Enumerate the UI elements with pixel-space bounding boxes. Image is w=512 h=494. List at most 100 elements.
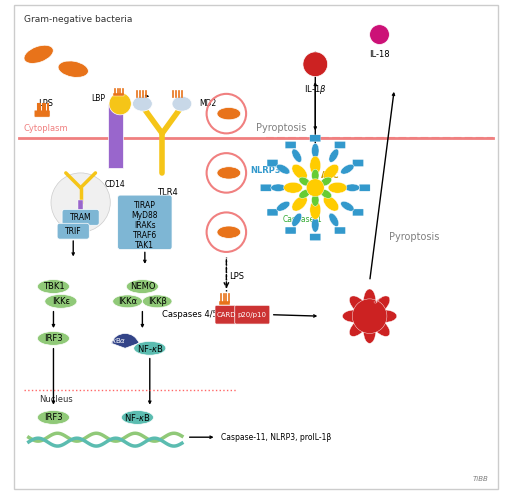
Text: TBK1: TBK1 <box>42 282 65 291</box>
FancyBboxPatch shape <box>267 209 278 216</box>
Ellipse shape <box>340 165 354 174</box>
Circle shape <box>306 179 324 197</box>
Ellipse shape <box>37 411 70 424</box>
Ellipse shape <box>292 213 302 226</box>
Text: TRAF6: TRAF6 <box>133 231 157 240</box>
Bar <box>113 93 123 96</box>
Text: IKKβ: IKKβ <box>148 297 166 306</box>
Ellipse shape <box>126 280 158 293</box>
Text: IL-18: IL-18 <box>369 50 390 59</box>
Ellipse shape <box>329 149 339 163</box>
FancyBboxPatch shape <box>285 227 296 234</box>
Text: NLRP3: NLRP3 <box>250 166 281 175</box>
FancyBboxPatch shape <box>285 141 296 148</box>
Bar <box>220 301 230 305</box>
Ellipse shape <box>364 289 376 314</box>
Ellipse shape <box>217 166 241 179</box>
Ellipse shape <box>172 96 192 111</box>
Ellipse shape <box>364 319 376 343</box>
Ellipse shape <box>343 310 367 323</box>
Ellipse shape <box>310 156 321 175</box>
Ellipse shape <box>58 61 89 78</box>
Text: Caspase-1: Caspase-1 <box>283 215 323 224</box>
Text: TIRAP: TIRAP <box>134 201 156 210</box>
Ellipse shape <box>284 182 303 193</box>
Ellipse shape <box>142 295 172 308</box>
Circle shape <box>303 52 328 77</box>
Ellipse shape <box>345 184 360 192</box>
FancyBboxPatch shape <box>235 305 270 324</box>
Text: IKKε: IKKε <box>52 297 70 306</box>
Ellipse shape <box>276 202 290 211</box>
Ellipse shape <box>321 189 332 199</box>
Ellipse shape <box>299 189 310 199</box>
Text: TiBB: TiBB <box>473 476 488 482</box>
Ellipse shape <box>324 165 338 180</box>
FancyBboxPatch shape <box>310 135 321 142</box>
FancyBboxPatch shape <box>353 160 364 166</box>
Ellipse shape <box>312 194 319 206</box>
Text: IKKα: IKKα <box>118 297 137 306</box>
Bar <box>108 104 122 168</box>
Text: CARD: CARD <box>374 293 385 304</box>
Ellipse shape <box>109 93 131 115</box>
Text: LPS: LPS <box>229 272 244 281</box>
Ellipse shape <box>24 45 53 63</box>
Text: TRIF: TRIF <box>65 227 81 236</box>
Text: CD14: CD14 <box>105 180 125 189</box>
Ellipse shape <box>349 317 369 336</box>
Ellipse shape <box>45 294 77 308</box>
Ellipse shape <box>349 296 369 316</box>
Ellipse shape <box>312 143 319 158</box>
Text: I$\kappa$B$\alpha$: I$\kappa$B$\alpha$ <box>109 336 126 345</box>
Text: IRF3: IRF3 <box>44 413 63 422</box>
FancyBboxPatch shape <box>334 227 346 234</box>
Ellipse shape <box>113 295 142 308</box>
Text: Nucleus: Nucleus <box>38 395 72 404</box>
FancyBboxPatch shape <box>34 110 50 117</box>
Ellipse shape <box>340 202 354 211</box>
Ellipse shape <box>37 331 70 345</box>
Text: Pyroptosis: Pyroptosis <box>255 124 306 133</box>
Text: IRAKs: IRAKs <box>134 221 156 230</box>
Ellipse shape <box>217 108 241 120</box>
Text: LBP: LBP <box>91 94 105 103</box>
Ellipse shape <box>328 182 347 193</box>
Text: IRF3: IRF3 <box>44 334 63 343</box>
Text: Gram-negative bacteria: Gram-negative bacteria <box>24 15 132 24</box>
Text: NF-$\kappa$B: NF-$\kappa$B <box>137 343 163 354</box>
FancyBboxPatch shape <box>261 184 271 191</box>
Text: Cytoplasm: Cytoplasm <box>24 124 69 133</box>
Ellipse shape <box>133 96 152 111</box>
Text: LPS: LPS <box>38 99 54 108</box>
FancyBboxPatch shape <box>118 195 172 249</box>
Ellipse shape <box>310 201 321 219</box>
Ellipse shape <box>329 213 339 226</box>
Ellipse shape <box>370 296 390 316</box>
Ellipse shape <box>324 196 338 211</box>
Text: IL-1$\beta$: IL-1$\beta$ <box>304 83 327 96</box>
Text: Pyroptosis: Pyroptosis <box>389 232 439 242</box>
FancyBboxPatch shape <box>334 141 346 148</box>
Text: p20/p10: p20/p10 <box>238 312 267 318</box>
Text: MyD88: MyD88 <box>132 211 158 220</box>
FancyBboxPatch shape <box>359 184 370 191</box>
Bar <box>78 200 83 212</box>
FancyBboxPatch shape <box>62 209 99 225</box>
FancyBboxPatch shape <box>353 209 364 216</box>
Ellipse shape <box>121 411 154 424</box>
Text: Caspases 4/5/11: Caspases 4/5/11 <box>162 310 231 319</box>
Text: TAK1: TAK1 <box>135 241 154 249</box>
Ellipse shape <box>292 149 302 163</box>
Ellipse shape <box>271 184 286 192</box>
Ellipse shape <box>312 169 319 182</box>
FancyBboxPatch shape <box>57 223 89 239</box>
Ellipse shape <box>321 177 332 186</box>
Ellipse shape <box>276 165 290 174</box>
Ellipse shape <box>312 217 319 232</box>
Text: Caspase-11, NLRP3, proIL-1β: Caspase-11, NLRP3, proIL-1β <box>221 433 332 442</box>
Ellipse shape <box>372 310 397 323</box>
Text: TLR4: TLR4 <box>157 188 178 197</box>
Circle shape <box>51 173 110 232</box>
Ellipse shape <box>37 280 70 293</box>
